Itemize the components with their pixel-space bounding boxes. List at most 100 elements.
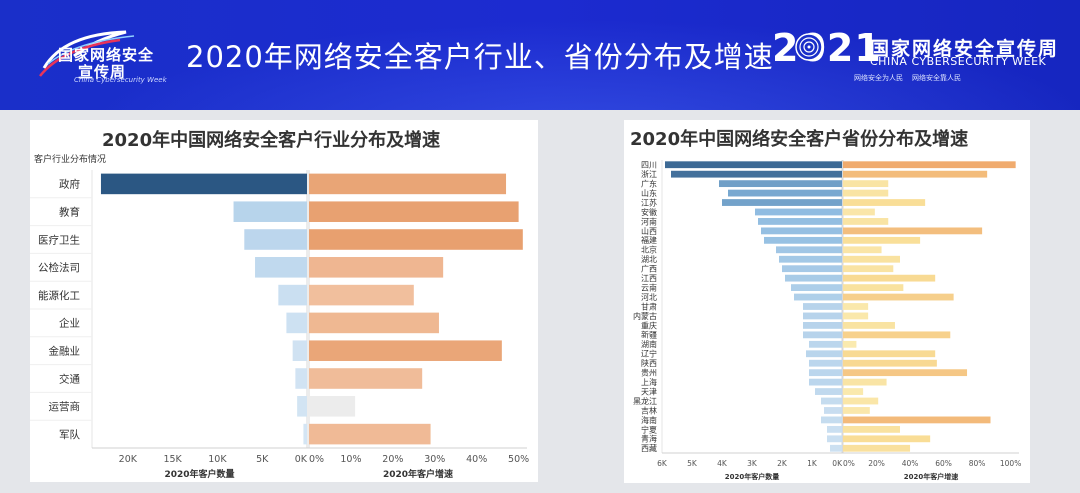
category-label: 能源化工: [38, 289, 80, 302]
growth-bar: [843, 199, 926, 206]
growth-bar: [843, 218, 889, 225]
growth-bar: [843, 284, 904, 291]
count-bar: [100, 173, 307, 195]
growth-bar: [843, 397, 879, 405]
category-label: 湖南: [641, 339, 657, 349]
logo-line-1: 国家网络安全: [58, 46, 155, 64]
count-bar: [803, 322, 842, 329]
x-tick-label-growth: 60%: [935, 459, 952, 468]
category-label: 北京: [641, 245, 657, 255]
count-bar: [719, 180, 842, 188]
x-tick-label-count: 2K: [777, 459, 788, 468]
growth-bar: [843, 416, 991, 424]
x-tick-label-count: 6K: [657, 459, 668, 468]
growth-bar: [843, 189, 889, 197]
category-label: 政府: [59, 178, 80, 191]
growth-bar: [843, 425, 900, 433]
growth-bar: [309, 312, 439, 334]
x-tick-label-growth: 100%: [1000, 459, 1021, 468]
growth-bar: [843, 331, 951, 339]
x-axis-title-growth: 2020年客户增速: [904, 472, 958, 481]
growth-bar: [843, 444, 911, 452]
growth-bar: [309, 423, 431, 445]
x-tick-label-count: 0K: [295, 454, 308, 465]
category-label: 广西: [641, 264, 657, 274]
category-label: 广东: [641, 179, 657, 189]
category-label: 天津: [641, 386, 657, 396]
growth-bar: [843, 227, 983, 235]
x-tick-label-growth: 40%: [466, 454, 487, 465]
count-bar: [803, 312, 842, 320]
logo-slogan-1: 网络安全为人民: [854, 74, 903, 82]
growth-bar: [843, 369, 968, 377]
logo-zh: 国家网络安全宣传周: [870, 38, 1060, 60]
count-bar: [244, 229, 307, 250]
x-axis-title-growth: 2020年客户增速: [383, 468, 453, 480]
province-chart-panel: 2020年中国网络安全客户省份分布及增速 四川 浙江 广东 山东 江苏 安徽 河南 山西 福建北…: [624, 120, 1030, 483]
count-bar: [278, 284, 307, 306]
count-bar: [671, 170, 842, 178]
category-label: 教育: [59, 205, 80, 218]
growth-bar: [843, 180, 889, 188]
count-bar: [755, 208, 842, 216]
growth-bar: [843, 274, 936, 282]
count-bar: [821, 416, 842, 424]
count-bar: [782, 265, 842, 273]
growth-bar: [843, 340, 857, 348]
growth-bar: [843, 208, 875, 216]
count-bar: [821, 397, 842, 405]
industry-chart-subtitle: 客户行业分布情况: [34, 155, 107, 165]
growth-bar: [309, 284, 414, 306]
x-tick-label-growth: 30%: [424, 454, 445, 465]
x-axis-title-count: 2020年客户数量: [725, 472, 779, 481]
growth-bar: [843, 255, 900, 263]
growth-bar: [843, 265, 894, 273]
count-bar: [824, 407, 842, 414]
x-tick-label-count: 4K: [717, 459, 728, 468]
x-tick-label-count: 1K: [807, 459, 818, 468]
growth-bar: [843, 359, 937, 367]
growth-bar: [843, 236, 921, 244]
industry-chart-panel: 2020年中国网络安全客户行业分布及增速 客户行业分布情况 政府 教育 医疗卫生 公检…: [30, 120, 538, 482]
count-bar: [785, 274, 842, 282]
growth-bar: [309, 368, 423, 389]
count-bar: [758, 218, 842, 225]
category-label: 黑龙江: [633, 396, 657, 406]
count-bar: [827, 425, 842, 433]
count-bar: [779, 255, 842, 263]
x-tick-label-count: 15K: [163, 454, 182, 465]
week-2021-logo: 2021 国家网络安全宣传周 CHINA CYBERSECURITY WEEK …: [772, 26, 1062, 88]
x-tick-label-growth: 20%: [382, 454, 403, 465]
category-label: 浙江: [641, 169, 657, 179]
count-bar: [794, 293, 842, 301]
count-bar: [233, 201, 307, 222]
logo-en: CHINA CYBERSECURITY WEEK: [870, 55, 1047, 68]
x-tick-label-count: 5K: [687, 459, 698, 468]
count-bar: [815, 388, 842, 395]
growth-bar: [843, 303, 869, 310]
category-label: 海南: [641, 415, 657, 425]
category-label: 青海: [641, 434, 657, 444]
count-bar: [803, 331, 842, 339]
category-label: 新疆: [641, 330, 657, 340]
count-bar: [809, 369, 842, 377]
category-label: 河北: [641, 292, 657, 302]
category-label: 公检法司: [38, 261, 80, 274]
category-label: 贵州: [641, 368, 657, 378]
count-bar: [809, 378, 842, 386]
count-bar: [292, 340, 307, 361]
growth-bar: [843, 170, 988, 178]
count-bar: [728, 189, 842, 197]
category-label: 安徽: [641, 207, 657, 217]
count-bar: [830, 444, 842, 452]
category-label: 湖北: [641, 255, 657, 264]
category-label: 山西: [641, 226, 657, 236]
count-bar: [827, 435, 842, 443]
growth-bar: [843, 312, 869, 320]
x-tick-label-growth: 0%: [309, 454, 324, 465]
category-label: 金融业: [49, 344, 81, 357]
growth-bar: [843, 407, 870, 414]
category-label: 江苏: [641, 197, 657, 207]
category-label: 内蒙古: [633, 311, 657, 321]
count-bar: [809, 340, 842, 348]
